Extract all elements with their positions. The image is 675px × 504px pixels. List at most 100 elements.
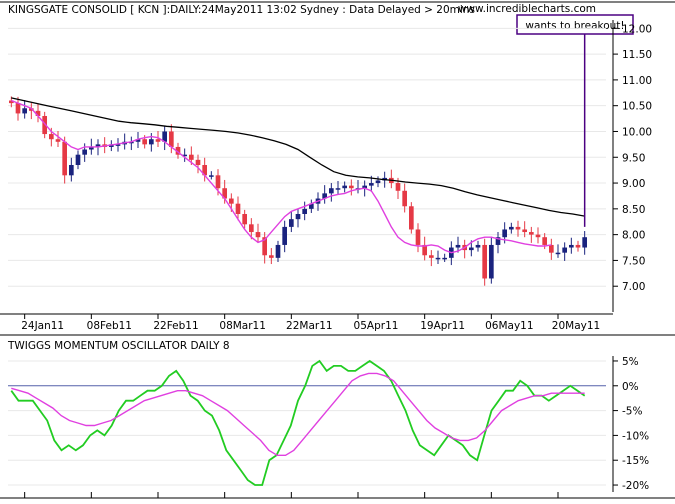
price-tick-label: 7.00 — [622, 281, 645, 293]
candle-body — [349, 185, 354, 189]
candle-body — [582, 237, 587, 248]
candle-body — [562, 247, 567, 253]
date-tick-label: 08Feb11 — [87, 320, 132, 332]
oscillator-signal-line — [11, 372, 585, 456]
candle-body — [155, 139, 161, 142]
date-tick-label: 24Jan11 — [21, 320, 64, 332]
candle-body — [42, 116, 47, 135]
price-tick-label: 8.00 — [622, 230, 645, 242]
oscillator-tick-label: -15% — [622, 455, 649, 467]
candle-body — [95, 144, 101, 147]
annotation-text: wants to breakout! — [525, 20, 624, 32]
candle-body — [289, 219, 294, 227]
date-tick-label: 19Apr11 — [420, 320, 465, 332]
candle-body — [549, 244, 554, 253]
candle-body — [149, 139, 154, 145]
oscillator-line — [10, 359, 586, 486]
candle-body — [209, 175, 214, 177]
fast-moving-average-line — [11, 99, 552, 254]
oscillator-marks — [10, 359, 586, 486]
price-tick-label: 12.00 — [622, 23, 652, 35]
candle-body — [9, 100, 14, 104]
candle-body — [262, 237, 267, 256]
candle-body — [475, 244, 481, 248]
candle-body — [142, 139, 147, 145]
candle-body — [335, 188, 341, 190]
price-tick-label: 11.50 — [622, 49, 652, 61]
date-tick-label: 20May11 — [552, 320, 600, 332]
oscillator-tick-label: -5% — [622, 406, 642, 418]
price-y-axis: 7.00 7.50 8.00 8.50 9.00 9.50 10.00 10.50 11.00 1… — [612, 20, 652, 312]
candle-body — [249, 224, 254, 233]
date-tick-label: 22Mar11 — [286, 320, 333, 332]
oscillator-tick-label: 0% — [622, 381, 639, 393]
candle-body — [529, 232, 534, 235]
candle-body — [309, 203, 314, 209]
candle-body — [535, 234, 541, 238]
date-tick-label: 08Mar11 — [219, 320, 266, 332]
candle-body — [575, 244, 581, 248]
price-tick-label: 10.00 — [622, 126, 652, 138]
oscillator-title: TWIGGS MOMENTUM OSCILLATOR DAILY 8 — [7, 340, 230, 352]
price-grid — [8, 27, 606, 287]
candle-body — [195, 159, 201, 165]
candle-body — [169, 131, 174, 147]
date-tick-label: 22Feb11 — [153, 320, 198, 332]
candle-body — [295, 214, 301, 220]
candle-body — [109, 144, 114, 147]
candle-body — [369, 183, 374, 186]
candle-body — [435, 257, 441, 260]
candle-body — [455, 244, 461, 248]
candle-body — [162, 131, 167, 142]
candle-body — [222, 188, 227, 199]
candle-body — [422, 244, 427, 256]
candle-body — [502, 229, 507, 238]
candle-body — [555, 252, 561, 255]
candle-body — [489, 244, 494, 279]
candle-body — [82, 149, 87, 155]
candle-body — [342, 185, 347, 189]
candle-body — [129, 141, 134, 144]
price-tick-label: 8.50 — [622, 204, 645, 216]
candle-body — [55, 139, 61, 142]
candle-body — [429, 255, 434, 258]
candle-body — [22, 108, 27, 114]
candle-body — [515, 226, 521, 230]
oscillator-tick-label: -20% — [622, 480, 649, 492]
candle-body — [235, 203, 241, 214]
candle-body — [182, 154, 187, 157]
candle-body — [62, 141, 67, 176]
price-tick-label: 11.00 — [622, 75, 652, 87]
price-tick-label: 9.00 — [622, 178, 645, 190]
candle-body — [15, 103, 21, 114]
candle-body — [135, 139, 141, 142]
candle-body — [322, 193, 327, 199]
candle-body — [329, 188, 334, 194]
candle-body — [542, 237, 547, 245]
candle-body — [482, 244, 487, 279]
candle-body — [375, 180, 381, 184]
candle-body — [175, 146, 181, 155]
date-tick-label: 05Apr11 — [354, 320, 399, 332]
oscillator-tick-label: -10% — [622, 430, 649, 442]
candle-body — [49, 134, 54, 140]
candle-body — [255, 232, 261, 238]
chart-title: KINGSGATE CONSOLID [ KCN ]:DAILY:24May20… — [8, 4, 475, 16]
candle-body — [29, 108, 34, 111]
candle-body — [269, 255, 274, 258]
oscillator-tick-label: 5% — [622, 356, 639, 368]
slow-moving-average-line — [11, 97, 585, 217]
price-tick-label: 10.50 — [622, 101, 652, 113]
candle-body — [242, 214, 247, 225]
candle-body — [415, 229, 421, 245]
candle-body — [115, 144, 121, 146]
price-x-axis: 24Jan11 08Feb11 22Feb11 08Mar11 22Mar11 05Apr… — [0, 313, 613, 332]
oscillator-y-axis: 5% 0% -5% -10% -15% -20% — [24, 356, 649, 498]
candle-body — [509, 226, 514, 230]
candle-body — [35, 110, 41, 116]
candle-body — [282, 226, 287, 245]
candle-body — [189, 154, 194, 160]
candle-body — [69, 165, 74, 176]
candle-body — [409, 206, 414, 230]
